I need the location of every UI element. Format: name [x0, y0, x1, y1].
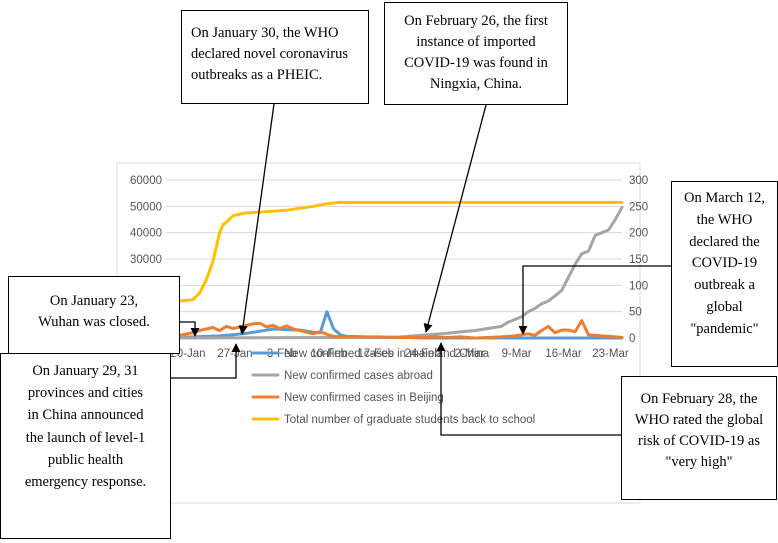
- annotation-feb28-line-2: WHO rated the global: [634, 412, 764, 429]
- annotation-feb26: On February 26, the first instance of im…: [384, 2, 568, 105]
- x-axis-tick-label: 16-Mar: [545, 348, 582, 360]
- annotation-jan29-line-2: provinces and cities: [27, 385, 144, 402]
- annotation-jan29-line-5: public health: [47, 451, 124, 468]
- arrow-feb28: [436, 342, 621, 436]
- series-line-beijing: [164, 319, 624, 340]
- annotation-feb28-line-4: "very high": [665, 454, 733, 471]
- left-axis-tick-label: 50000: [130, 201, 162, 213]
- annotation-mar12-line-1: On March 12,: [684, 190, 765, 206]
- legend-label-beijing: New confirmed cases in Beijing: [284, 392, 444, 404]
- annotation-feb26-line-4: Ningxia, China.: [429, 76, 523, 93]
- annotation-jan23-line-1: On January 23,: [49, 293, 139, 309]
- annotation-jan29-line-6: emergency response.: [24, 473, 147, 490]
- x-axis-ticks: 20-Jan 27-Jan 3-Feb 10-Feb 17-Feb 24-Feb 2-Mar…: [170, 348, 628, 360]
- x-axis-tick-label: 3-Feb: [267, 348, 297, 360]
- right-axis-tick-label: 50: [629, 307, 642, 319]
- annotation-jan30-line-3: outbreaks as a PHEIC.: [191, 67, 323, 84]
- legend-label-mainland: New confirmed cases in mainland China: [284, 348, 490, 360]
- series-line-abroad: [164, 205, 624, 340]
- arrow-mar12: [518, 265, 671, 335]
- right-axis-tick-label: 0: [629, 333, 635, 345]
- annotation-mar12-line-4: COVID-19: [691, 255, 758, 272]
- annotation-feb28-line-1: On February 28, the: [640, 391, 758, 407]
- annotation-mar12-line-2: the WHO: [696, 211, 753, 228]
- annotation-mar12: On March 12, the WHO declared the COVID-…: [671, 181, 778, 367]
- annotation-jan30-line-2: declared novel coronavirus: [191, 46, 349, 63]
- right-axis-tick-label: 250: [629, 201, 648, 213]
- right-axis-tick-label: 150: [629, 254, 648, 266]
- annotation-feb28-line-3: risk of COVID-19 as: [637, 433, 761, 450]
- left-axis-tick-label: 30000: [130, 254, 162, 266]
- x-axis-tick-label: 9-Mar: [502, 348, 532, 360]
- annotation-mar12-line-5: outbreak a: [694, 277, 755, 293]
- annotation-feb26-line-3: COVID-19 was found in: [404, 55, 548, 72]
- arrow-jan23: [180, 321, 200, 337]
- annotation-jan29-line-4: the launch of level-1: [25, 429, 146, 446]
- arrow-jan29: [171, 343, 241, 379]
- annotation-jan23: On January 23, Wuhan was closed.: [8, 276, 180, 354]
- right-axis-tick-label: 300: [629, 175, 648, 187]
- arrow-jan30: [238, 103, 275, 335]
- annotation-feb26-line-1: On February 26, the first: [404, 13, 548, 29]
- annotation-jan23-line-2: Wuhan was closed.: [38, 314, 150, 331]
- annotation-jan29: On January 29, 31 provinces and cities i…: [0, 353, 171, 539]
- legend-label-abroad: New confirmed cases abroad: [284, 370, 433, 382]
- right-axis-tick-label: 200: [629, 228, 648, 240]
- legend-label-students: Total number of graduate students back t…: [284, 414, 535, 426]
- annotation-jan30-line-1: On January 30, the WHO: [191, 25, 339, 41]
- annotation-mar12-line-6: global: [706, 298, 743, 315]
- series-line-students: [164, 200, 624, 303]
- legend: New confirmed cases in mainland China New…: [251, 348, 535, 426]
- annotation-feb26-line-2: instance of imported: [416, 34, 536, 51]
- x-axis-tick-label: 2-Mar: [455, 348, 485, 360]
- annotation-jan30: On January 30, the WHO declared novel co…: [181, 10, 369, 104]
- annotation-jan29-line-1: On January 29, 31: [32, 363, 139, 379]
- x-axis-tick-label: 24-Feb: [404, 348, 440, 360]
- x-axis-tick-label: 17-Feb: [358, 348, 394, 360]
- chart-frame: [116, 162, 641, 504]
- annotation-jan29-line-3: in China announced: [27, 407, 144, 424]
- arrow-feb26: [423, 104, 487, 333]
- x-axis-tick-label: 27-Jan: [217, 348, 252, 360]
- annotation-mar12-line-3: declared the: [689, 233, 760, 250]
- right-axis-ticks: 300 250 200 150 100 50 0: [629, 175, 648, 345]
- left-axis-tick-label: 40000: [130, 228, 162, 240]
- x-axis-tick-label: 10-Feb: [311, 348, 347, 360]
- right-axis-tick-label: 100: [629, 280, 648, 292]
- left-axis-tick-label: 60000: [130, 175, 162, 187]
- annotation-feb28: On February 28, the WHO rated the global…: [621, 376, 777, 500]
- series-lines: [164, 200, 624, 340]
- annotation-mar12-line-7: "pandemic": [690, 320, 759, 337]
- annotation-arrows: [171, 103, 671, 436]
- x-axis-tick-label: 23-Mar: [592, 348, 629, 360]
